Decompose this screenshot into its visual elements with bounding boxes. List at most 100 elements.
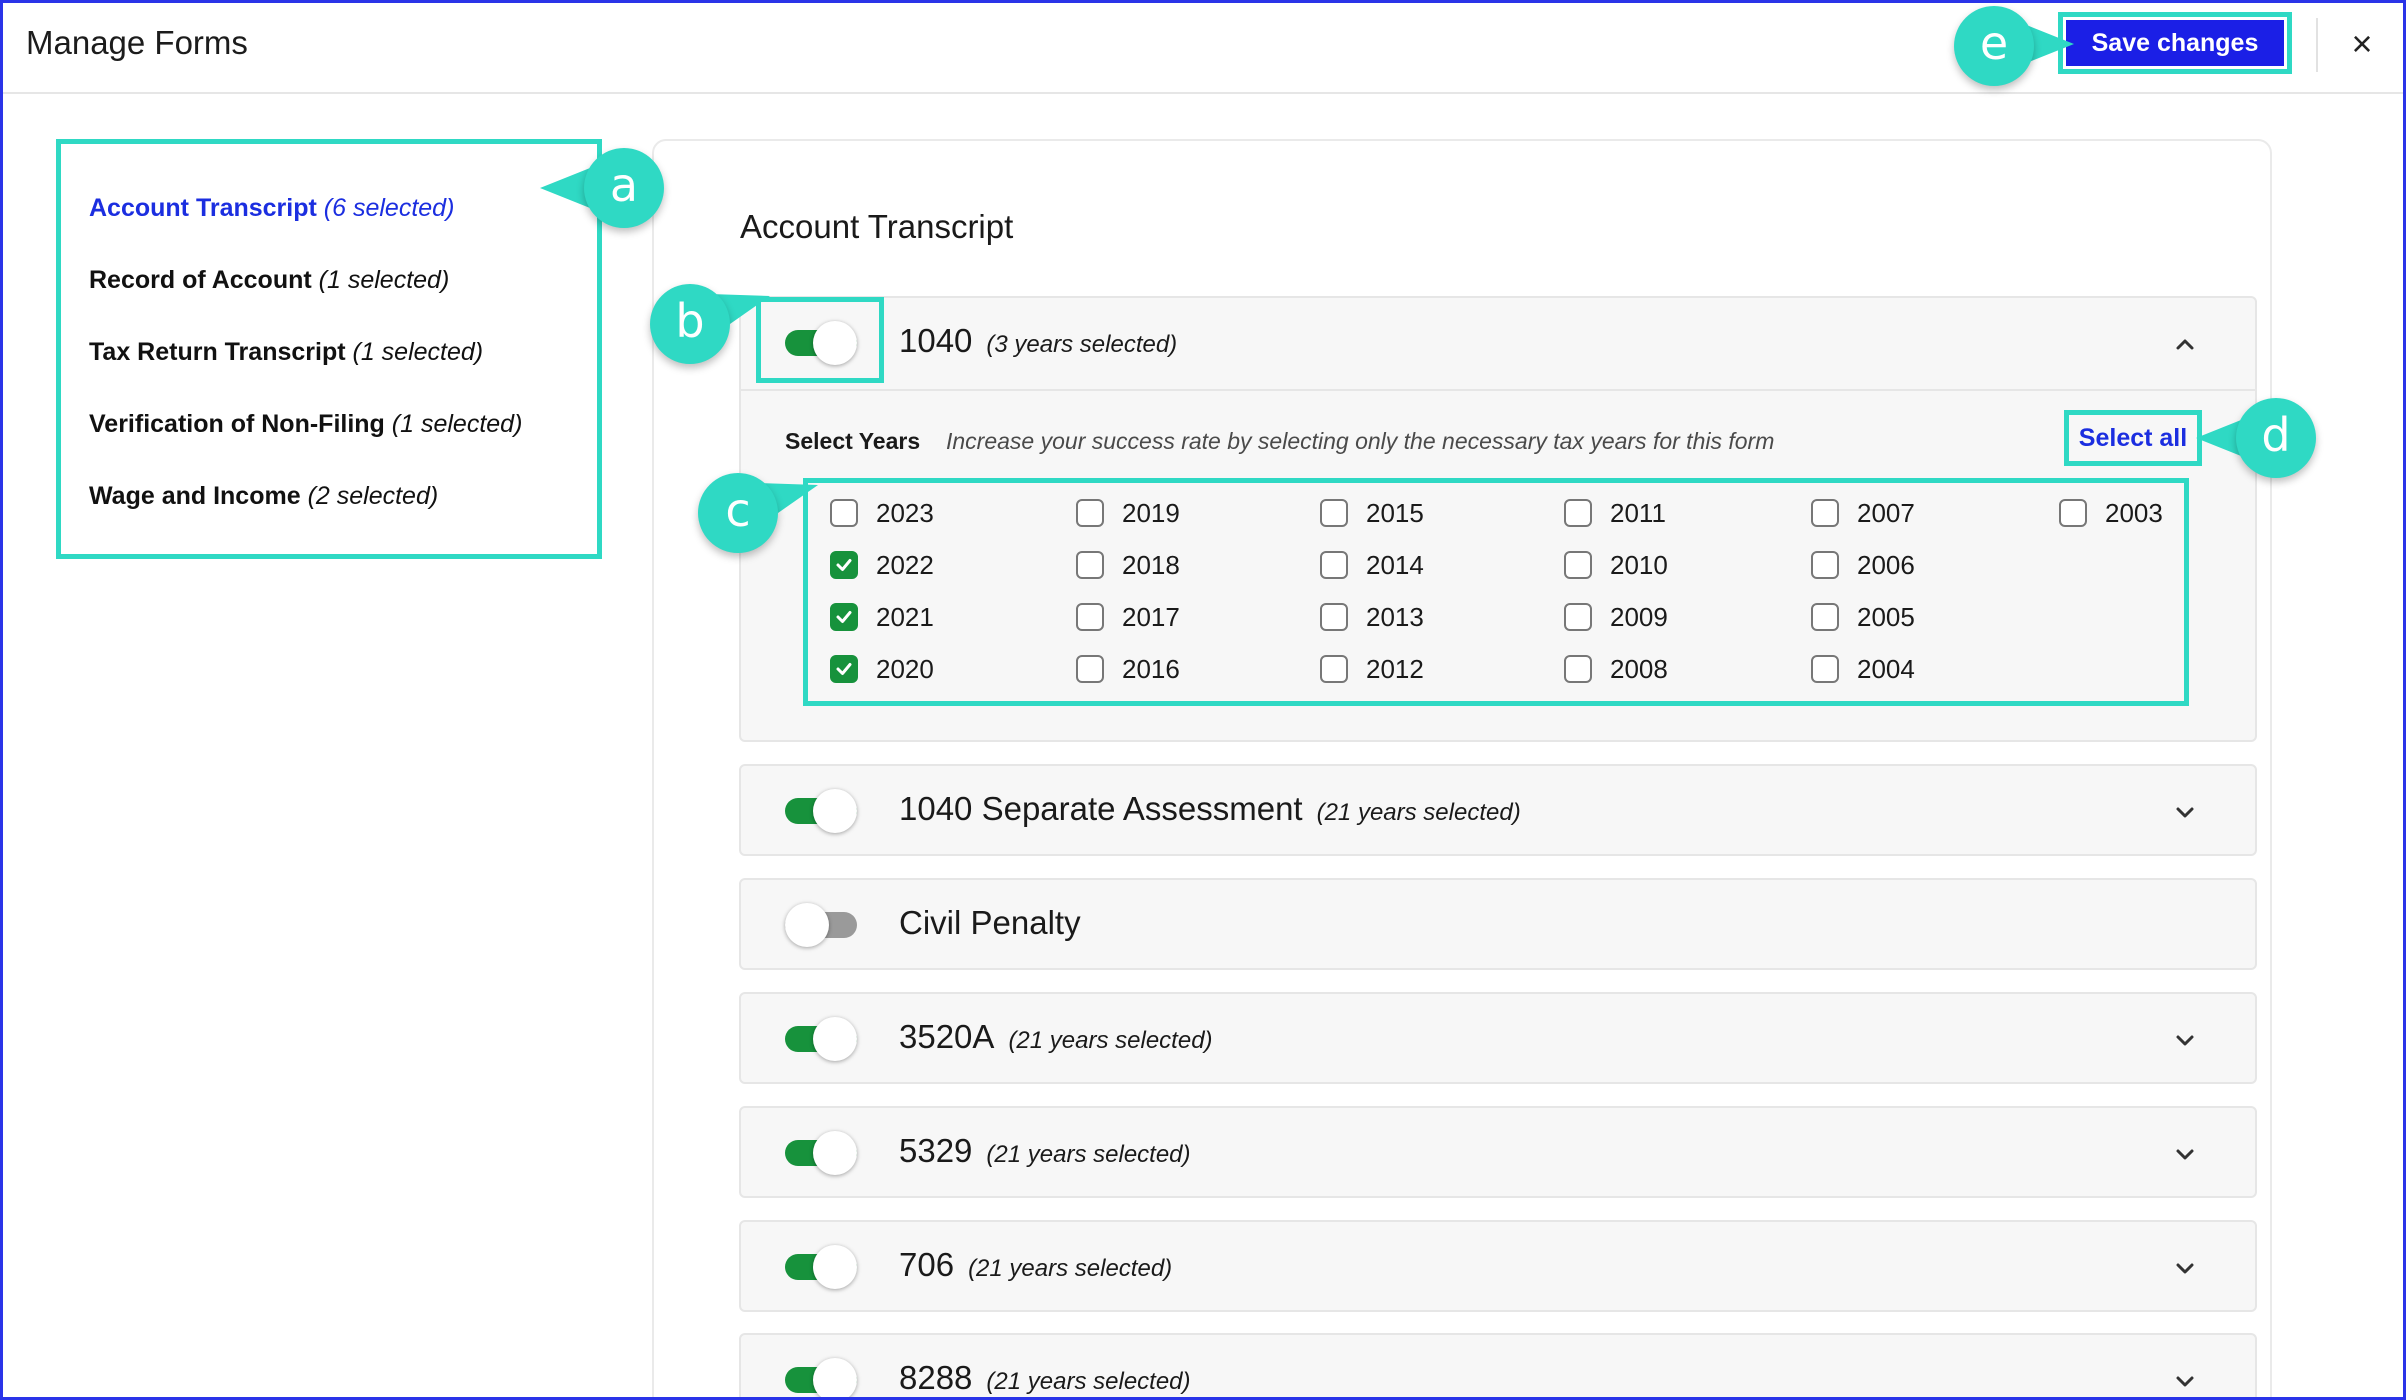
toggle-highlight	[756, 297, 884, 383]
form-toggle-1040[interactable]	[785, 321, 857, 365]
form-toggle[interactable]	[785, 1358, 857, 1400]
checkbox[interactable]	[1811, 499, 1839, 527]
form-years-selected: (21 years selected)	[986, 1368, 1191, 1395]
nav-item-count: (6 selected)	[323, 194, 455, 222]
form-card-1040: 1040 (3 years selected) Select Years Incr…	[739, 296, 2257, 742]
year-label: 2020	[876, 654, 934, 684]
checkbox[interactable]	[1811, 551, 1839, 579]
checkbox[interactable]	[1320, 551, 1348, 579]
year-label: 2008	[1610, 654, 1668, 684]
year-label: 2007	[1857, 498, 1915, 528]
checkbox[interactable]	[2059, 499, 2087, 527]
callout-letter: e	[1954, 6, 2034, 86]
form-name: 1040 (3 years selected)	[899, 322, 1177, 360]
nav-item-count: (1 selected)	[391, 410, 523, 438]
nav-item-label: Tax Return Transcript	[89, 338, 346, 366]
form-toggle[interactable]	[785, 903, 857, 947]
year-label: 2017	[1122, 602, 1180, 632]
checkbox-checked[interactable]	[830, 551, 858, 579]
form-card-3520a[interactable]: 3520A (21 years selected)	[739, 992, 2257, 1084]
form-name: 1040 Separate Assessment (21 years select…	[899, 790, 1521, 828]
chevron-down-icon[interactable]	[2165, 792, 2205, 832]
chevron-down-icon[interactable]	[2165, 1020, 2205, 1060]
chevron-up-icon[interactable]	[2165, 324, 2205, 364]
checkbox[interactable]	[1320, 603, 1348, 631]
checkbox[interactable]	[830, 499, 858, 527]
checkbox[interactable]	[1564, 499, 1592, 527]
year-label: 2012	[1366, 654, 1424, 684]
form-name-label: 1040 Separate Assessment	[899, 790, 1303, 827]
chevron-down-icon[interactable]	[2165, 1248, 2205, 1288]
callout-b: b	[650, 284, 780, 364]
toggle-knob	[813, 1131, 857, 1175]
checkbox[interactable]	[1076, 499, 1104, 527]
form-name: 706 (21 years selected)	[899, 1246, 1172, 1284]
nav-item-tax-return-transcript[interactable]: Tax Return Transcript (1 selected)	[89, 338, 483, 367]
nav-item-wage-and-income[interactable]: Wage and Income (2 selected)	[89, 482, 438, 511]
form-name: Civil Penalty	[899, 904, 1081, 942]
chevron-down-icon[interactable]	[2165, 1361, 2205, 1400]
callout-letter: c	[698, 473, 778, 553]
header-divider	[2316, 18, 2318, 72]
checkbox[interactable]	[1076, 603, 1104, 631]
form-name: 5329 (21 years selected)	[899, 1132, 1191, 1170]
callout-d: d	[2196, 398, 2326, 478]
checkbox[interactable]	[1320, 499, 1348, 527]
form-card-8288[interactable]: 8288 (21 years selected)	[739, 1333, 2257, 1400]
form-years-selected: (21 years selected)	[968, 1255, 1173, 1282]
toggle-knob	[813, 1245, 857, 1289]
form-category-nav: Account Transcript (6 selected) Record o…	[56, 139, 602, 559]
form-name-label: 3520A	[899, 1018, 995, 1055]
form-years-selected: (3 years selected)	[986, 331, 1178, 358]
form-card-header[interactable]: 1040 (3 years selected)	[741, 298, 2255, 390]
year-label: 2009	[1610, 602, 1668, 632]
chevron-down-icon[interactable]	[2165, 1134, 2205, 1174]
year-label: 2003	[2105, 498, 2163, 528]
nav-item-label: Verification of Non-Filing	[89, 410, 385, 438]
form-toggle[interactable]	[785, 1245, 857, 1289]
save-changes-button[interactable]: Save changes	[2058, 12, 2292, 74]
form-card-1040-separate-assessment[interactable]: 1040 Separate Assessment (21 years select…	[739, 764, 2257, 856]
year-label: 2004	[1857, 654, 1915, 684]
callout-letter: a	[584, 148, 664, 228]
checkbox[interactable]	[1076, 655, 1104, 683]
checkbox-checked[interactable]	[830, 603, 858, 631]
form-card-706[interactable]: 706 (21 years selected)	[739, 1220, 2257, 1312]
form-years-selected: (21 years selected)	[986, 1141, 1191, 1168]
checkbox[interactable]	[1811, 603, 1839, 631]
checkbox-checked[interactable]	[830, 655, 858, 683]
form-name-label: Civil Penalty	[899, 904, 1081, 941]
form-toggle[interactable]	[785, 1131, 857, 1175]
nav-item-count: (2 selected)	[307, 482, 439, 510]
nav-item-label: Account Transcript	[89, 194, 317, 222]
checkbox[interactable]	[1564, 655, 1592, 683]
nav-item-account-transcript[interactable]: Account Transcript (6 selected)	[89, 194, 454, 223]
select-years-label: Select Years	[785, 428, 921, 454]
callout-letter: d	[2236, 398, 2316, 478]
year-checkbox-grid: 2023 2022 2021 2020 2019 2018 2017 2016 …	[803, 478, 2189, 706]
checkbox[interactable]	[1564, 551, 1592, 579]
form-card-5329[interactable]: 5329 (21 years selected)	[739, 1106, 2257, 1198]
checkbox[interactable]	[1564, 603, 1592, 631]
form-card-civil-penalty[interactable]: Civil Penalty	[739, 878, 2257, 970]
checkbox[interactable]	[1320, 655, 1348, 683]
nav-item-verification-of-non-filing[interactable]: Verification of Non-Filing (1 selected)	[89, 410, 522, 439]
form-years-selected: (21 years selected)	[1008, 1027, 1213, 1054]
year-label: 2006	[1857, 550, 1915, 580]
year-label: 2015	[1366, 498, 1424, 528]
toggle-knob	[813, 1017, 857, 1061]
year-label: 2016	[1122, 654, 1180, 684]
select-all-link[interactable]: Select all	[2064, 410, 2202, 466]
form-toggle[interactable]	[785, 789, 857, 833]
year-label: 2018	[1122, 550, 1180, 580]
close-icon[interactable]: ×	[2351, 23, 2373, 64]
select-years-help: Increase your success rate by selecting …	[946, 428, 1775, 454]
nav-item-record-of-account[interactable]: Record of Account (1 selected)	[89, 266, 449, 295]
year-label: 2005	[1857, 602, 1915, 632]
year-label: 2022	[876, 550, 934, 580]
year-label: 2013	[1366, 602, 1424, 632]
form-toggle[interactable]	[785, 1017, 857, 1061]
checkbox[interactable]	[1811, 655, 1839, 683]
form-name-label: 706	[899, 1246, 955, 1283]
checkbox[interactable]	[1076, 551, 1104, 579]
